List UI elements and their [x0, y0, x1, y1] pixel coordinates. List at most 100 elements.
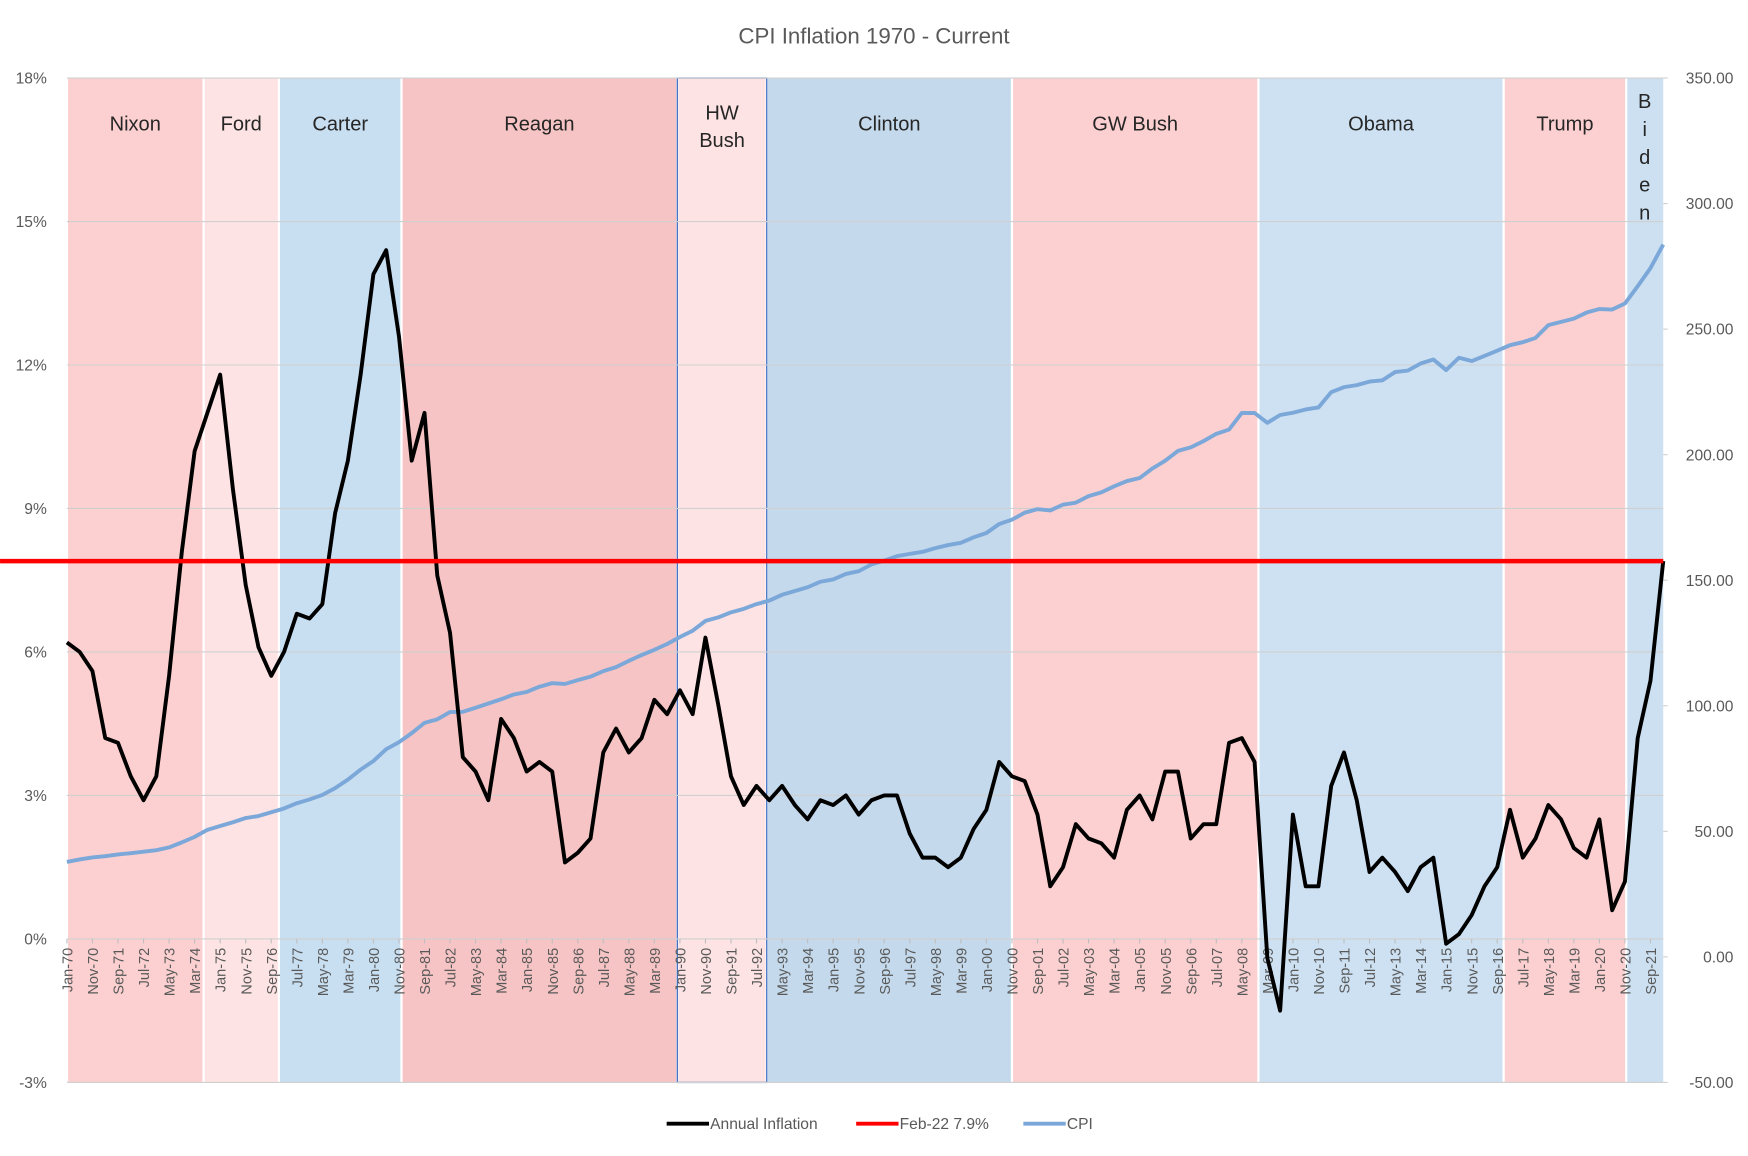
x-tick-label: Jul-82	[444, 948, 460, 987]
legend-label: CPI	[1067, 1116, 1093, 1133]
term-region	[401, 78, 678, 1083]
y-tick-label: 3%	[24, 788, 47, 805]
x-tick-label: May-78	[316, 948, 332, 996]
x-tick-label: May-08	[1235, 948, 1251, 996]
x-tick-label: Jul-92	[750, 948, 766, 987]
x-tick-label: May-83	[469, 948, 485, 996]
x-tick-label: Mar-84	[495, 948, 511, 994]
x-tick-label: Sep-76	[265, 948, 281, 995]
x-tick-label: Nov-80	[393, 948, 409, 995]
term-region	[766, 78, 1012, 1083]
x-tick-label: Sep-16	[1491, 948, 1507, 995]
x-tick-label: May-03	[1082, 948, 1098, 996]
y2-tick-label: -50.00	[1689, 1075, 1734, 1092]
x-tick-label: Jan-95	[827, 948, 843, 992]
x-tick-label: Sep-91	[725, 948, 741, 995]
y2-tick-label: 200.00	[1686, 447, 1734, 464]
y-tick-label: 0%	[24, 932, 47, 949]
x-tick-label: Sep-01	[1031, 948, 1047, 995]
x-tick-label: Mar-94	[801, 948, 817, 994]
legend-label: Feb-22 7.9%	[900, 1116, 989, 1133]
series-line	[65, 248, 1666, 1013]
x-tick-label: Sep-96	[878, 948, 894, 995]
term-label: Trump	[1536, 113, 1593, 135]
x-tick-label: Nov-00	[1006, 948, 1022, 995]
x-tick-label: Sep-11	[1338, 948, 1354, 994]
x-tick-label: Mar-89	[648, 948, 664, 994]
x-tick-label: Mar-74	[188, 948, 204, 994]
x-tick-label: Nov-90	[699, 948, 715, 995]
term-label: Obama	[1348, 113, 1415, 135]
x-tick-label: Nov-70	[86, 948, 102, 995]
x-tick-label: Jan-85	[520, 948, 536, 992]
term-label: Reagan	[504, 113, 574, 135]
term-label: Clinton	[858, 113, 920, 135]
x-tick-label: Sep-86	[571, 948, 587, 995]
term-region	[1011, 78, 1259, 1083]
x-tick-label: Jul-87	[597, 948, 613, 987]
x-tick-label: Nov-10	[1312, 948, 1328, 995]
x-tick-label: Nov-15	[1465, 948, 1481, 995]
x-tick-label: Jul-02	[1057, 948, 1073, 987]
x-tick-label: Jan-80	[367, 948, 383, 992]
x-tick-label: Jan-05	[1133, 948, 1149, 992]
x-tick-label: Jan-90	[673, 948, 689, 992]
x-tick-label: Jul-97	[903, 948, 919, 987]
x-tick-label: May-98	[929, 948, 945, 996]
x-tick-label: Jul-17	[1516, 948, 1532, 987]
chart-title: CPI Inflation 1970 - Current	[738, 23, 1010, 48]
term-label: GW Bush	[1092, 113, 1178, 135]
term-region	[66, 78, 204, 1083]
x-tick-label: May-93	[776, 948, 792, 996]
x-tick-label: Jan-00	[980, 948, 996, 992]
x-tick-label: Mar-04	[1108, 948, 1124, 994]
y2-tick-label: 150.00	[1686, 573, 1734, 590]
x-tick-label: Sep-81	[418, 948, 434, 995]
x-tick-label: Nov-75	[239, 948, 255, 995]
legend-label: Annual Inflation	[710, 1116, 818, 1133]
x-tick-label: Jan-10	[1286, 948, 1302, 992]
term-region	[1503, 78, 1627, 1083]
x-tick-label: May-88	[622, 948, 638, 996]
x-tick-label: Jan-20	[1593, 948, 1609, 992]
y2-tick-label: 250.00	[1686, 322, 1734, 339]
term-region	[1626, 78, 1664, 1083]
x-tick-label: Jul-72	[137, 948, 153, 987]
y-tick-label: 18%	[16, 71, 47, 88]
term-region	[203, 78, 279, 1083]
x-tick-label: Jan-75	[214, 948, 230, 992]
x-tick-label: Mar-19	[1567, 948, 1583, 994]
x-tick-label: Jan-70	[60, 948, 76, 992]
x-tick-label: Jul-12	[1363, 948, 1379, 987]
y-tick-label: 15%	[16, 214, 47, 231]
x-tick-label: Mar-14	[1414, 948, 1430, 994]
x-tick-label: Sep-71	[112, 948, 128, 995]
y2-tick-label: 350.00	[1686, 71, 1734, 88]
y2-tick-label: 100.00	[1686, 698, 1734, 715]
y2-tick-label: 300.00	[1686, 196, 1734, 213]
y-tick-label: 9%	[24, 501, 47, 518]
x-tick-label: May-18	[1542, 948, 1558, 996]
y-tick-label: -3%	[19, 1075, 47, 1092]
x-tick-label: Nov-20	[1619, 948, 1635, 995]
term-label: Carter	[312, 113, 368, 135]
series-line	[66, 243, 1665, 864]
term-label: HW Bush	[699, 102, 745, 152]
x-tick-label: Nov-95	[852, 948, 868, 995]
y2-tick-label: 50.00	[1694, 824, 1733, 841]
x-tick-label: Nov-05	[1159, 948, 1175, 995]
y-tick-label: 6%	[24, 645, 47, 662]
x-tick-label: Mar-99	[954, 948, 970, 994]
term-label: Ford	[221, 113, 262, 135]
x-tick-label: May-13	[1389, 948, 1405, 996]
x-tick-label: May-73	[163, 948, 179, 996]
x-tick-label: Sep-21	[1644, 948, 1660, 995]
x-tick-label: Mar-79	[341, 948, 357, 994]
term-region	[1258, 78, 1504, 1083]
x-tick-label: Sep-06	[1184, 948, 1200, 995]
term-label: Nixon	[110, 113, 161, 135]
x-tick-label: Nov-85	[546, 948, 562, 995]
